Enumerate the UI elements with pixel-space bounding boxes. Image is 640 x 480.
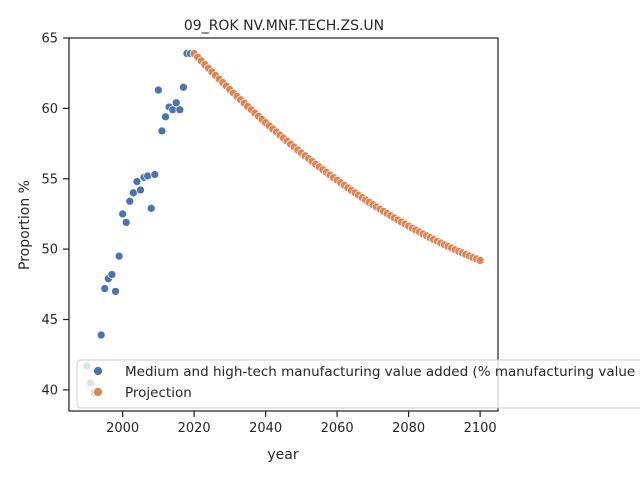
legend-label-observed: Medium and high-tech manufacturing value… — [125, 364, 640, 380]
y-tick-label: 40 — [41, 383, 58, 398]
observed-point — [111, 287, 120, 296]
y-tick-label: 60 — [41, 102, 58, 117]
y-axis-label: Proportion % — [17, 180, 33, 270]
observed-point — [132, 177, 142, 186]
x-tick-label: 2020 — [178, 421, 211, 436]
legend: Medium and high-tech manufacturing value… — [76, 359, 640, 409]
legend-label-projection: Projection — [125, 385, 192, 401]
observed-point — [175, 105, 185, 115]
observed-point — [157, 126, 167, 136]
observed-point — [129, 188, 138, 198]
y-tick-label: 55 — [41, 172, 58, 187]
y-axis: 40 45 50 55 60 65 — [41, 32, 69, 398]
observed-point — [146, 203, 156, 213]
legend-box — [76, 359, 640, 409]
y-tick-label: 50 — [41, 243, 58, 258]
x-tick-label: 2100 — [464, 421, 497, 436]
plot-area — [68, 37, 499, 412]
observed-point — [114, 251, 124, 261]
chart-title: 09_ROK NV.MNF.TECH.ZS.UN — [184, 18, 384, 34]
plot-frame — [68, 37, 499, 412]
x-tick-label: 2000 — [106, 421, 139, 436]
observed-point — [125, 196, 135, 206]
observed-point — [171, 98, 181, 108]
x-axis: 2000 2020 2040 2060 2080 2100 — [106, 411, 497, 436]
observed-point — [136, 185, 145, 195]
projection-point — [475, 256, 485, 265]
observed-point — [107, 270, 117, 279]
observed-point — [100, 284, 110, 293]
x-tick-label: 2040 — [249, 421, 282, 436]
x-tick-label: 2080 — [392, 421, 425, 436]
observed-point — [154, 85, 163, 95]
observed-point — [121, 218, 131, 227]
observed-point — [150, 170, 160, 179]
legend-marker-observed — [93, 366, 103, 376]
observed-point — [96, 330, 106, 340]
observed-point — [143, 171, 152, 181]
observed-point — [118, 209, 127, 219]
y-tick-label: 45 — [41, 313, 58, 328]
observed-point — [179, 82, 188, 92]
observed-point — [161, 112, 170, 122]
x-axis-label: year — [267, 447, 298, 463]
x-tick-label: 2060 — [321, 421, 354, 436]
legend-marker-projection — [93, 387, 103, 397]
y-tick-label: 65 — [41, 32, 58, 47]
